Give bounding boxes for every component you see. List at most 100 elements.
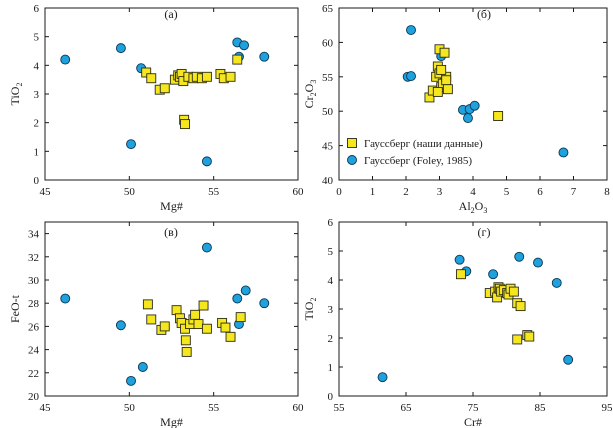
y-tick-label: 3: [328, 304, 334, 316]
x-tick-label: 0: [336, 186, 342, 198]
data-point-square: [442, 84, 453, 95]
data-point-square: [201, 323, 212, 334]
legend-square-marker: [347, 138, 357, 148]
data-point-circle: [406, 25, 416, 35]
plot-frame: [44, 221, 299, 397]
y-tick-label: 4: [34, 60, 40, 72]
y-tick-label: 2: [328, 333, 334, 345]
x-tick-label: 60: [293, 186, 305, 198]
data-point-circle: [201, 242, 212, 253]
data-point-circle: [259, 51, 270, 62]
y-tick-label: 6: [34, 3, 40, 15]
y-tick-label: 6: [328, 217, 334, 229]
x-tick-label: 65: [401, 402, 413, 414]
x-tick-label: 55: [208, 402, 220, 414]
y-tick-label: 65: [322, 3, 334, 15]
data-point-circle: [60, 293, 71, 304]
data-point-square: [146, 73, 157, 84]
y-tick-label: 30: [28, 275, 40, 287]
y-axis-title: FeO-t: [8, 294, 22, 323]
panel-c: 45 50 55 60 20 22 24 26 28 30 32 34 (в) Mg# FeO-t: [8, 221, 305, 428]
data-point-square: [508, 286, 519, 297]
y-tick-label: 3: [34, 89, 40, 101]
y-tick-label: 22: [28, 368, 39, 380]
data-point-square: [524, 331, 535, 342]
data-point-square: [180, 335, 191, 346]
data-point-circle: [259, 298, 270, 309]
data-point-square: [142, 299, 153, 310]
data-point-circle: [558, 147, 569, 158]
data-point-square: [198, 300, 209, 311]
data-point-square: [441, 75, 452, 86]
y-tick-label: 0: [34, 175, 40, 187]
data-point-circle: [514, 251, 525, 262]
x-tick-label: 7: [571, 186, 577, 198]
panel-label: (б): [477, 7, 491, 21]
data-point-circle: [126, 139, 136, 150]
data-point-square: [193, 319, 204, 330]
x-tick-label: 3: [437, 186, 443, 198]
y-tick-label: 0: [328, 391, 334, 403]
y-tick-label: 26: [28, 321, 40, 333]
y-tick-label: 20: [28, 391, 40, 403]
x-tick-label: 2: [403, 186, 409, 198]
panel-d: 55 65 75 85 95 0 1 2 3 4 5 6 (г) Cr# TiO2: [302, 217, 613, 428]
y-tick-label: 32: [28, 252, 39, 264]
y-tick-label: 40: [322, 175, 334, 187]
data-point-square: [232, 54, 243, 65]
x-tick-label: 95: [602, 402, 613, 414]
data-point-circle: [137, 362, 148, 372]
data-point-circle: [533, 257, 543, 268]
x-tick-label: 8: [604, 186, 610, 198]
data-point-square: [512, 334, 523, 345]
data-point-square: [141, 67, 152, 78]
x-tick-label: 45: [40, 402, 52, 414]
y-axis-title: Cr2O3: [302, 80, 318, 109]
y-tick-label: 1: [328, 362, 334, 374]
data-point-square: [235, 312, 246, 323]
panel-label: (а): [164, 7, 177, 21]
data-point-circle: [469, 100, 480, 111]
data-point-square: [225, 331, 236, 342]
data-point-square: [159, 321, 170, 332]
data-point-square: [432, 86, 443, 97]
data-point-square: [439, 47, 450, 58]
data-point-circle: [563, 354, 574, 365]
data-point-circle: [115, 43, 126, 54]
plot-frame: [44, 7, 299, 181]
x-tick-label: 6: [537, 186, 543, 198]
data-point-square: [159, 83, 170, 94]
legend-label: Гауссберг (Foley, 1985): [364, 155, 472, 167]
data-point-circle: [232, 293, 243, 304]
data-point-square: [220, 322, 231, 333]
x-tick-label: 55: [208, 186, 220, 198]
x-tick-label: 45: [40, 186, 52, 198]
data-point-square: [225, 71, 236, 82]
y-tick-label: 1: [34, 146, 40, 158]
data-point-circle: [406, 71, 416, 82]
data-point-circle: [377, 372, 388, 383]
data-point-square: [201, 71, 212, 82]
y-tick-label: 34: [28, 229, 40, 241]
x-axis-title: Al2O3: [459, 199, 488, 215]
data-point-circle: [551, 277, 562, 288]
x-tick-label: 50: [124, 402, 136, 414]
data-point-square: [455, 269, 466, 280]
data-point-circle: [239, 40, 249, 51]
x-tick-label: 5: [504, 186, 510, 198]
y-tick-label: 4: [328, 275, 334, 287]
y-axis-title: TiO2: [302, 298, 318, 321]
legend: Гауссберг (наши данные) Гауссберг (Foley,…: [347, 138, 483, 167]
panel-label: (в): [164, 225, 178, 239]
data-point-square: [493, 111, 504, 121]
data-point-square: [146, 314, 157, 325]
x-tick-label: 1: [370, 186, 376, 198]
x-tick-label: 50: [124, 186, 136, 198]
y-tick-label: 24: [28, 345, 40, 357]
x-tick-label: 85: [535, 402, 547, 414]
y-axis-title: TiO2: [8, 83, 24, 106]
y-tick-label: 5: [328, 246, 334, 258]
x-tick-label: 60: [293, 402, 305, 414]
